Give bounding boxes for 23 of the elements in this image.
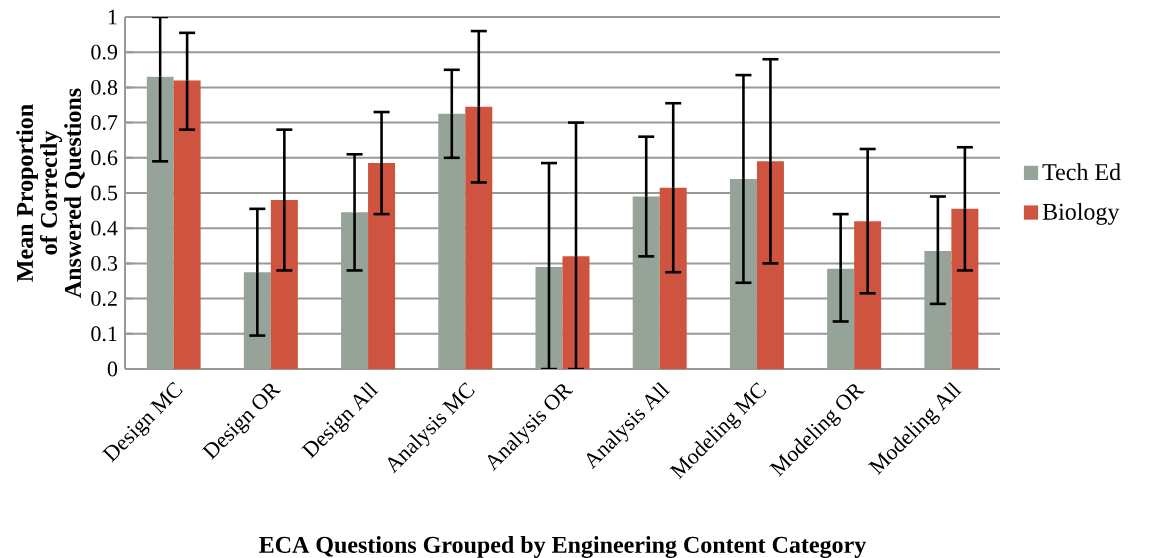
bar bbox=[756, 161, 784, 369]
y-tick-label: 0.2 bbox=[91, 291, 117, 307]
y-tick-label: 0.1 bbox=[91, 326, 117, 342]
y-tick-label: 0.7 bbox=[91, 115, 118, 131]
legend-label: Tech Ed bbox=[1042, 163, 1121, 181]
y-tick-label: 0.5 bbox=[91, 185, 118, 201]
y-tick-label: 0 bbox=[107, 361, 118, 377]
bar bbox=[368, 163, 396, 369]
y-tick-label: 1 bbox=[108, 9, 117, 25]
bar bbox=[951, 208, 979, 369]
y-axis-title: Mean Proportion of Correctly Answered Questions bbox=[16, 88, 85, 298]
y-tick-label: 0.8 bbox=[91, 79, 118, 95]
y-tick-label: 0.6 bbox=[91, 150, 118, 166]
y-tick-label: 0.3 bbox=[91, 255, 118, 271]
legend-label: Biology bbox=[1042, 203, 1120, 225]
x-axis-title: ECA Questions Grouped by Engineering Content Category bbox=[259, 536, 867, 558]
bar bbox=[659, 187, 687, 369]
bar bbox=[854, 221, 882, 369]
y-tick-label: 0.9 bbox=[91, 44, 118, 60]
bar bbox=[270, 200, 298, 369]
y-tick-label: 0.4 bbox=[91, 220, 118, 236]
bar bbox=[465, 106, 493, 369]
bar bbox=[173, 80, 201, 369]
